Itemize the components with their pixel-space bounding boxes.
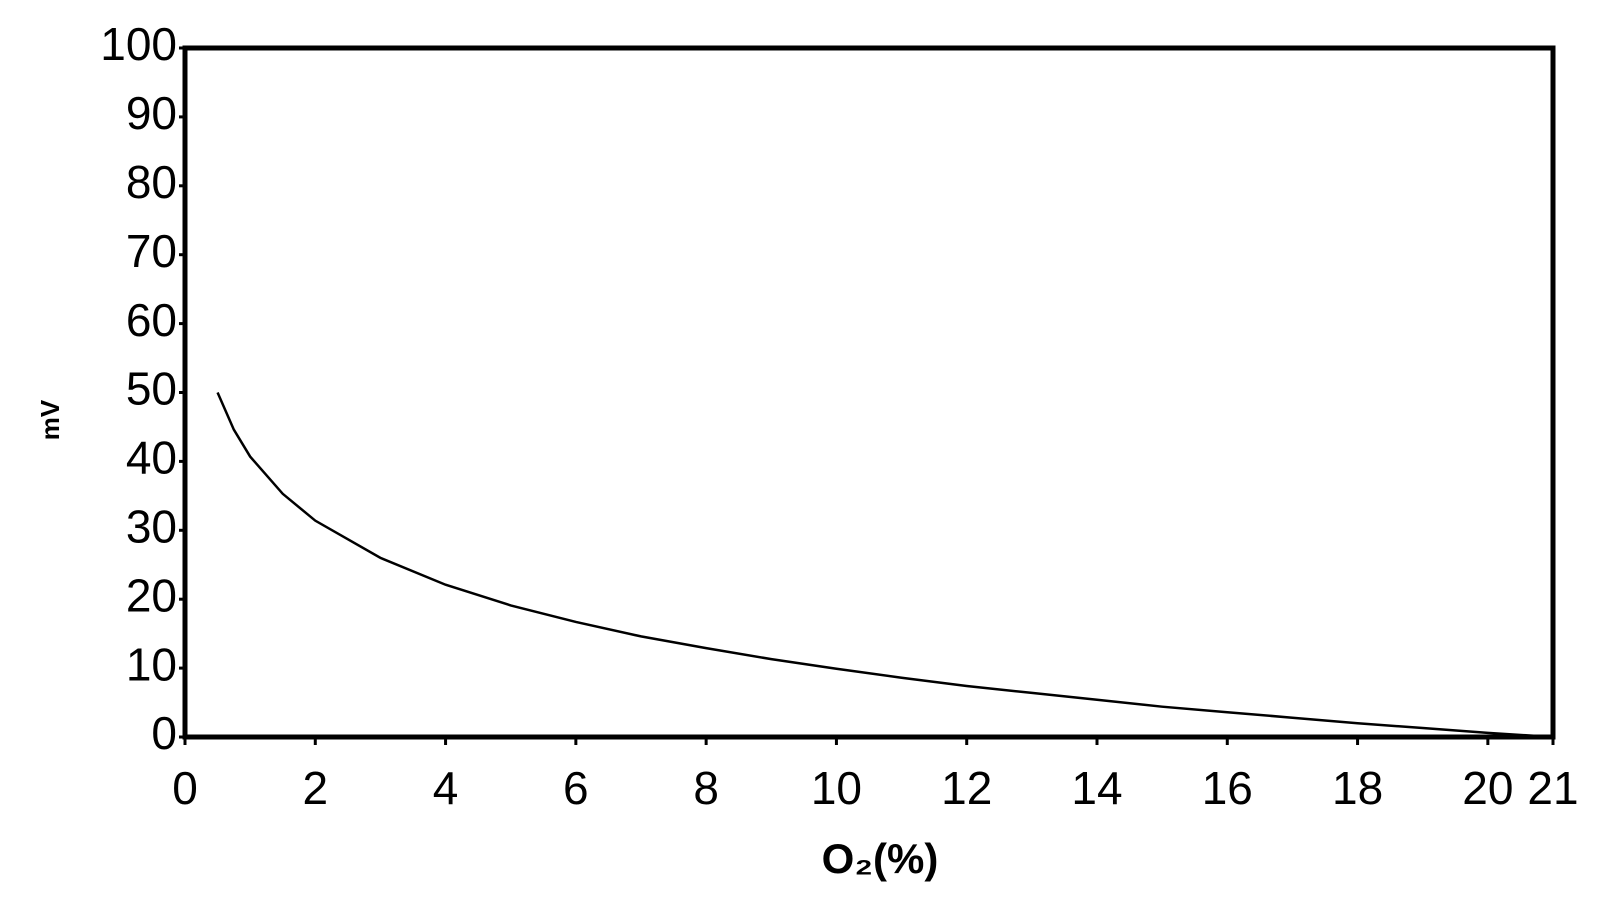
- y-tick-label: 80: [126, 156, 177, 208]
- y-tick-label: 20: [126, 569, 177, 621]
- x-tick-label: 14: [1071, 762, 1122, 814]
- x-tick-label: 21: [1527, 762, 1578, 814]
- y-tick-label: 40: [126, 432, 177, 484]
- y-tick-label: 50: [126, 363, 177, 415]
- x-tick-label: 2: [302, 762, 328, 814]
- x-tick-label: 18: [1332, 762, 1383, 814]
- y-tick-label: 100: [100, 18, 177, 70]
- x-tick-label: 0: [172, 762, 198, 814]
- y-tick-label: 70: [126, 225, 177, 277]
- x-tick-label: 12: [941, 762, 992, 814]
- y-axis-label: mV: [35, 399, 65, 440]
- y-tick-label: 90: [126, 87, 177, 139]
- y-tick-label: 0: [151, 707, 177, 759]
- x-tick-label: 16: [1202, 762, 1253, 814]
- x-tick-label: 4: [433, 762, 459, 814]
- x-tick-label: 6: [563, 762, 589, 814]
- x-tick-label: 20: [1462, 762, 1513, 814]
- y-tick-label: 30: [126, 500, 177, 552]
- x-axis-label: O₂(%): [822, 835, 939, 882]
- plot-frame: [182, 45, 1556, 740]
- y-tick-label: 60: [126, 294, 177, 346]
- data-line: [216, 391, 1554, 739]
- x-tick-label: 8: [693, 762, 719, 814]
- y-tick-label: 10: [126, 638, 177, 690]
- x-tick-label: 10: [811, 762, 862, 814]
